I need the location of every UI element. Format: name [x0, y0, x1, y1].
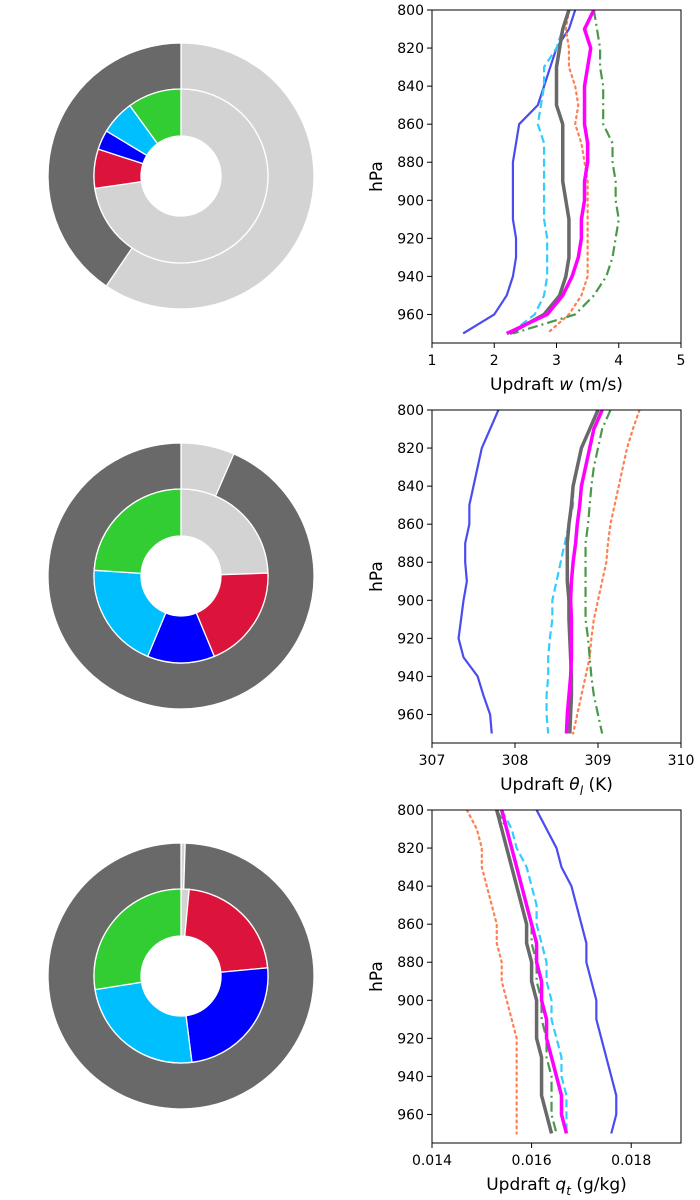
profile-1-series-1 [509, 10, 570, 335]
profile-1-xtick-label: 1 [428, 353, 437, 369]
profile-2-ytick-label: 900 [397, 593, 424, 609]
profile-3-frame [431, 809, 682, 1144]
profile-1-ytick-label: 800 [397, 3, 424, 19]
profile-1-ytick-label: 820 [397, 41, 424, 57]
profile-3-ytick-label: 880 [397, 955, 424, 971]
profile-3-series-group [465, 810, 618, 1135]
profile-2-ytick-label: 800 [397, 403, 424, 419]
profile-2-series-3 [584, 410, 612, 734]
profile-3-xlabel-unit: (g/kg) [571, 1175, 627, 1195]
profile-1-ytick-label: 960 [397, 307, 424, 323]
profile-3-ytick-label: 900 [397, 993, 424, 1009]
profile-3-ytick-label: 940 [397, 1069, 424, 1085]
profile-1-xtick-label: 2 [490, 353, 499, 369]
profile-1-ytick-label: 840 [397, 79, 424, 95]
profile-2-ytick-label: 840 [397, 479, 424, 495]
profile-1-series-5 [505, 10, 596, 336]
profile-3-series-0 [535, 810, 618, 1134]
profile-2-ytick-label: 860 [397, 517, 424, 533]
profile-2-ytick-label: 960 [397, 707, 424, 723]
profile-2-series-1 [545, 410, 600, 734]
profile-1-series-4 [508, 10, 571, 336]
profile-3-ytick-label: 960 [397, 1107, 424, 1123]
profile-2-ytick-label: 920 [397, 631, 424, 647]
profile-1-xtick-label: 3 [552, 353, 561, 369]
profile-3-ylabel: hPa [367, 961, 387, 992]
profile-2-ytick-label: 880 [397, 555, 424, 571]
profile-2-xtick-label: 310 [668, 753, 695, 769]
profile-1-series-2 [546, 10, 589, 335]
profile-2-ytick-label: 940 [397, 669, 424, 685]
profile-1-series-0 [462, 10, 577, 335]
profile-3-series-2 [465, 810, 518, 1135]
donut-2-outer-slice-1 [47, 442, 315, 710]
profile-2-series-0 [457, 410, 500, 734]
profile-2-frame [431, 409, 682, 744]
profile-2-ylabel: hPa [367, 561, 387, 592]
profile-1-ytick-label: 920 [397, 231, 424, 247]
profile-1-xtick-label: 5 [677, 353, 686, 369]
profile-3-series-1 [500, 810, 568, 1134]
profile-1-ytick-label: 900 [397, 193, 424, 209]
profile-3-xlabel-symbol: q [555, 1175, 566, 1195]
profile-3-xlabel: Updraft qt (g/kg) [486, 1175, 627, 1198]
profile-2-xlabel-main: Updraft [500, 775, 569, 795]
donut-3-inner-slice-2 [185, 967, 269, 1064]
profile-2-xlabel: Updraft θl (K) [500, 775, 613, 798]
donut-3-inner-slice-4 [93, 888, 182, 991]
profile-2-xlabel-subscript: l [580, 784, 584, 798]
donut-3-outer-slice-1 [47, 842, 315, 1110]
donut-3-inner-slice-1 [184, 888, 269, 973]
profile-2-series-5 [564, 410, 604, 734]
profile-1-series-group [462, 10, 620, 336]
profile-1-ytick-label: 880 [397, 155, 424, 171]
donut-3-inner-slice-3 [94, 981, 193, 1064]
profile-3-ytick-label: 840 [397, 879, 424, 895]
profile-2-xtick-label: 308 [502, 753, 529, 769]
profile-1-xtick-label: 4 [614, 353, 623, 369]
profile-2-xtick-label: 307 [419, 753, 446, 769]
profile-3-xtick-label: 0.014 [412, 1153, 452, 1169]
donut-2-inner-slice-0 [180, 488, 269, 576]
profile-3-series-5 [500, 810, 569, 1134]
profile-3-ytick-label: 860 [397, 917, 424, 933]
profile-3-xtick-label: 0.016 [512, 1153, 552, 1169]
donut-1-inner-slice-0 [94, 88, 269, 264]
profile-1-series-3 [512, 10, 620, 335]
profile-3-xlabel-main: Updraft [486, 1175, 555, 1195]
profile-1-ytick-label: 860 [397, 117, 424, 133]
profile-3-ytick-label: 920 [397, 1031, 424, 1047]
profile-1-xlabel-symbol: w [559, 375, 573, 395]
profile-2-series-2 [571, 410, 641, 735]
profile-1-ylabel: hPa [367, 161, 387, 192]
profile-2-xtick-label: 309 [585, 753, 612, 769]
profile-3-xlabel-subscript: t [566, 1184, 572, 1198]
profile-1-xlabel-unit: (m/s) [573, 375, 623, 395]
profile-2-series-group [457, 410, 641, 735]
profile-3-xtick-label: 0.018 [611, 1153, 651, 1169]
donut-1-inner-slice-4 [128, 88, 182, 145]
donut-2-inner-slice-4 [93, 488, 182, 575]
profile-1-xlabel-main: Updraft [490, 375, 559, 395]
profile-1-xlabel: Updraft w (m/s) [490, 375, 623, 395]
profile-1-ytick-label: 940 [397, 269, 424, 285]
profile-3-ytick-label: 800 [397, 803, 424, 819]
profile-2-ytick-label: 820 [397, 441, 424, 457]
profile-2-xlabel-symbol: θ [569, 775, 580, 795]
profile-2-xlabel-unit: (K) [583, 775, 613, 795]
profile-3-series-3 [495, 810, 558, 1134]
profile-3-series-4 [495, 810, 554, 1134]
profile-3-ytick-label: 820 [397, 841, 424, 857]
